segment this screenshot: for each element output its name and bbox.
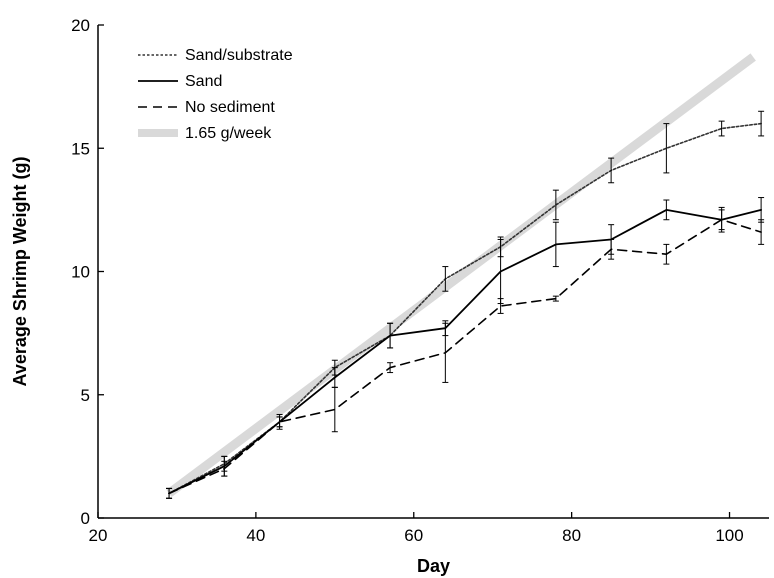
x-tick-label: 40 (246, 526, 265, 545)
series-line-sand (168, 208, 762, 495)
x-tick-label: 60 (404, 526, 423, 545)
tick-labels: 20 40 60 80 100 0 5 10 15 20 (71, 16, 744, 545)
legend-label-sand: Sand (185, 73, 222, 90)
y-tick-label: 5 (81, 386, 90, 405)
series-line-sand-substrate (168, 122, 762, 495)
axes (97, 24, 769, 519)
x-tick-label: 80 (562, 526, 581, 545)
x-axis-title: Day (417, 556, 450, 576)
plot-area (166, 53, 765, 499)
x-tick-label: 100 (715, 526, 743, 545)
y-tick-label: 20 (71, 16, 90, 35)
series-line-no-sediment (168, 218, 762, 495)
y-tick-label: 15 (71, 139, 90, 158)
legend-label-sand-substrate: Sand/substrate (185, 47, 293, 64)
legend: Sand/substrate Sand No sediment 1.65 g/week (138, 47, 293, 142)
y-tick-label: 10 (71, 263, 90, 282)
x-tick-label: 20 (89, 526, 108, 545)
legend-label-1-65-g-week: 1.65 g/week (185, 125, 272, 142)
y-axis-title: Average Shrimp Weight (g) (10, 156, 30, 386)
y-tick-label: 0 (81, 509, 90, 528)
series-line-1-65-g-week (166, 53, 756, 498)
legend-label-no-sediment: No sediment (185, 99, 275, 116)
